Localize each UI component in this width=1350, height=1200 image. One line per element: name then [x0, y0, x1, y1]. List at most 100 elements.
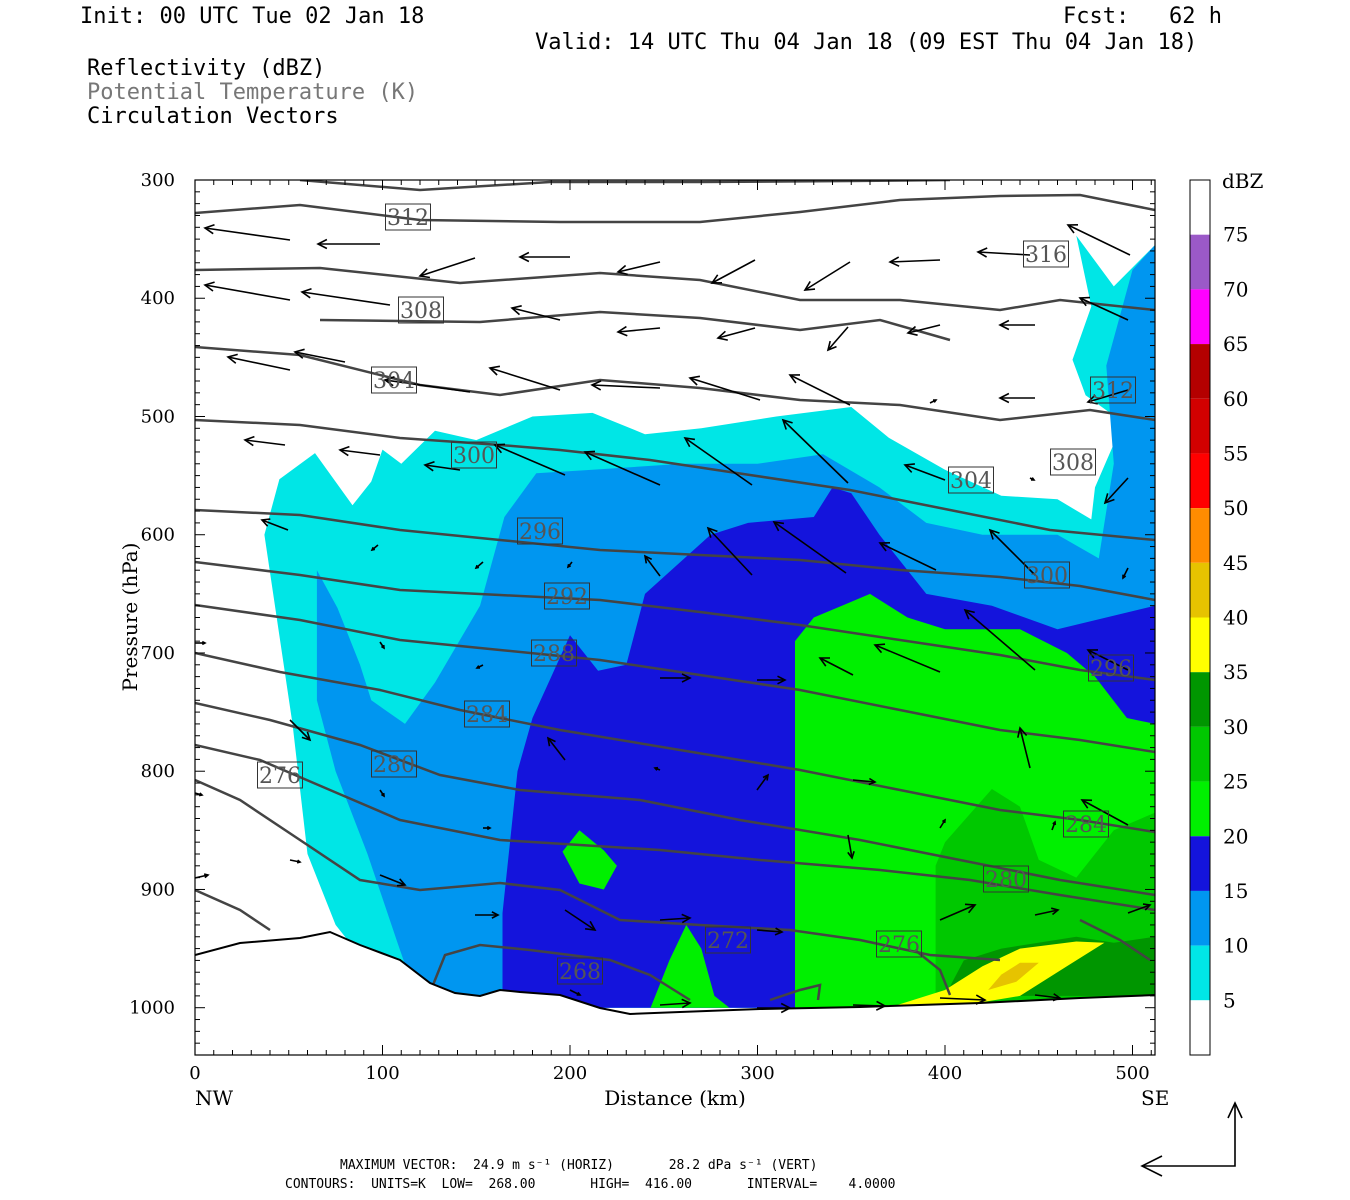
- theta-contour-line: [195, 560, 1155, 682]
- circulation-vector: [659, 917, 691, 921]
- circulation-vector-head: [781, 418, 793, 430]
- theta-contour-label: 292: [546, 585, 588, 610]
- circulation-vector: [227, 356, 291, 371]
- circulation-vector-head: [873, 643, 886, 654]
- x-tick-label: 400: [928, 1063, 962, 1084]
- circulation-vector: [494, 444, 566, 476]
- y-tick-label: 300: [141, 170, 175, 191]
- y-tick-label: 700: [141, 643, 175, 664]
- theta-contour-label-box: [705, 926, 751, 954]
- theta-contour-label: 304: [373, 369, 415, 394]
- circulation-vector-head: [486, 825, 492, 831]
- circulation-vector-head: [1031, 477, 1036, 481]
- circulation-vector: [1034, 994, 1061, 999]
- theta-contour-label: 308: [1052, 451, 1094, 476]
- theta-contour-line: [914, 949, 952, 996]
- circulation-vector: [707, 527, 753, 576]
- theta-contour-line: [195, 508, 1155, 602]
- theta-contour-label-box: [398, 296, 444, 324]
- circulation-vector-head: [826, 340, 837, 352]
- circulation-vector: [1087, 389, 1129, 403]
- colorbar-swatch: [1190, 234, 1210, 290]
- theta-contour-line: [195, 743, 1155, 912]
- circulation-vector-head: [418, 268, 431, 279]
- theta-contour-line: [431, 943, 691, 1002]
- reflectivity-region-35-dbz: [888, 941, 1105, 1008]
- y-tick-label: 500: [141, 406, 175, 427]
- maximum-vector-note: MAXIMUM VECTOR: 24.9 m s⁻¹ (HORIZ) 28.2 …: [340, 1158, 818, 1173]
- y-axis-label: Pressure (hPa): [118, 543, 142, 692]
- theta-contour-label-box: [876, 930, 922, 958]
- circulation-vector: [644, 555, 661, 577]
- circulation-vector-head: [383, 376, 395, 387]
- circulation-vector-head: [300, 288, 312, 299]
- colorbar-label: 10: [1223, 934, 1248, 958]
- circulation-vector-head: [1080, 799, 1093, 809]
- theta-contour-label: 304: [950, 469, 992, 494]
- circulation-vector: [1081, 799, 1129, 826]
- circulation-vector-layer: [195, 224, 1152, 1014]
- circulation-vector: [301, 291, 391, 306]
- theta-contour-label-box: [517, 517, 563, 545]
- field-label-theta: Potential Temperature (K): [87, 80, 419, 105]
- circulation-vector-head: [681, 673, 692, 683]
- circulation-vector: [617, 261, 661, 273]
- colorbar-label: 45: [1223, 551, 1248, 575]
- circulation-vector-head: [772, 520, 785, 532]
- circulation-vector-head: [774, 927, 784, 936]
- circulation-vector: [204, 227, 291, 241]
- circulation-vector: [977, 251, 1031, 256]
- x-tick-label: 100: [365, 1063, 399, 1084]
- colorbar-swatch: [1190, 945, 1210, 1001]
- theta-contour-label: 280: [985, 868, 1027, 893]
- circulation-vector-head: [546, 736, 556, 747]
- circulation-vector-head: [585, 920, 597, 931]
- circulation-vector-head: [903, 463, 915, 473]
- circulation-vector-head: [888, 256, 900, 267]
- circulation-vector: [907, 324, 941, 334]
- circulation-vector-head: [653, 766, 659, 771]
- circulation-vector: [773, 521, 847, 574]
- circulation-vector-head: [616, 264, 628, 276]
- circulation-vector: [339, 449, 381, 456]
- circulation-vector-head: [964, 903, 977, 914]
- y-tick-label: 1000: [129, 998, 175, 1019]
- theta-contour-label: 308: [400, 299, 442, 324]
- circulation-vector: [852, 779, 876, 783]
- colorbar-title: dBZ: [1222, 169, 1264, 193]
- theta-contour-label: 316: [1025, 243, 1067, 268]
- circulation-vector-head: [296, 859, 302, 864]
- circulation-vector-head: [301, 731, 312, 742]
- colorbar-swatch: [1190, 453, 1210, 509]
- colorbar-swatch: [1190, 289, 1210, 345]
- theta-contour-label-box: [1024, 561, 1070, 589]
- circulation-vector: [827, 326, 849, 351]
- circulation-vector-head: [518, 251, 530, 263]
- theta-contour-label: 312: [1092, 379, 1134, 404]
- theta-contour-line: [195, 701, 1155, 897]
- valid-time: Valid: 14 UTC Thu 04 Jan 18 (09 EST Thu …: [535, 30, 1198, 55]
- theta-contour-label-layer: 312 316 308 304 312 300 308 304 296 300 292 288 296 2…: [257, 203, 1136, 985]
- y-tick-label: 600: [141, 525, 175, 546]
- circulation-vector-head: [381, 792, 385, 798]
- circulation-vector-head: [710, 274, 723, 284]
- circulation-vector: [617, 327, 661, 333]
- theta-contour-label-box: [385, 203, 431, 231]
- circulation-vector-head: [1052, 993, 1062, 1002]
- theta-contour-label: 272: [707, 929, 749, 954]
- colorbar-label: 35: [1223, 660, 1248, 684]
- circulation-vector: [379, 874, 406, 886]
- x-tick-label: 0: [189, 1063, 200, 1084]
- theta-contour-label-box: [1023, 240, 1069, 268]
- theta-contour-line: [195, 778, 1001, 962]
- circulation-vector: [889, 259, 941, 263]
- colorbar-swatch: [1190, 344, 1210, 399]
- terrain-mask: [195, 932, 1155, 1055]
- theta-contour-label: 288: [533, 642, 575, 667]
- theta-contour-line: [195, 651, 1155, 834]
- circulation-vector-head: [1017, 726, 1028, 738]
- circulation-vector-head: [338, 445, 350, 457]
- circulation-vector-head: [381, 644, 385, 650]
- circulation-vector: [261, 519, 289, 531]
- theta-contour-label: 296: [519, 520, 561, 545]
